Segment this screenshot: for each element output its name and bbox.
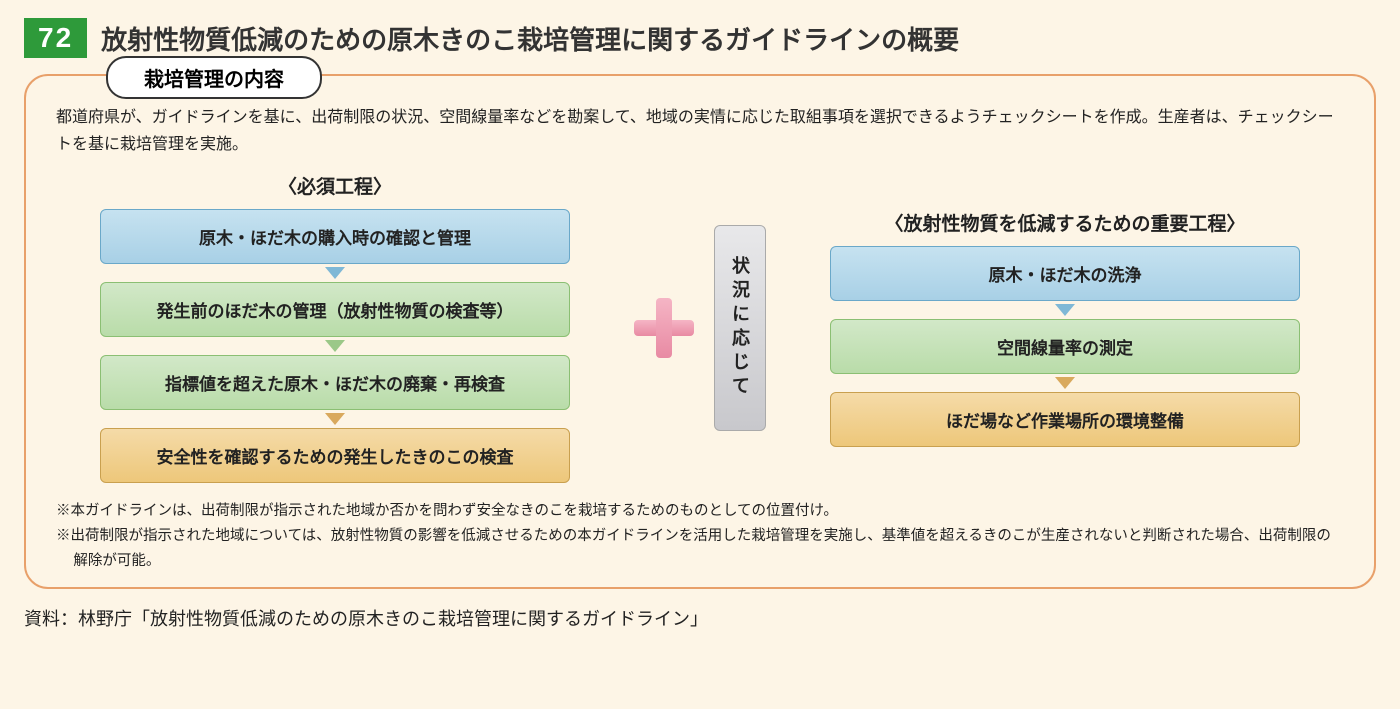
arrow-icon	[325, 413, 345, 425]
right-column: 〈放射性物質を低減するための重要工程〉 原木・ほだ木の洗浄 空間線量率の測定 ほ…	[786, 209, 1344, 447]
right-box-1: 原木・ほだ木の洗浄	[830, 246, 1300, 301]
right-box-3: ほだ場など作業場所の環境整備	[830, 392, 1300, 447]
arrow-icon	[325, 267, 345, 279]
page-title: 放射性物質低減のための原木きのこ栽培管理に関するガイドラインの概要	[101, 20, 959, 57]
number-badge: 72	[24, 18, 87, 58]
note-line: ※本ガイドラインは、出荷制限が指示された地域か否かを問わず安全なきのこを栽培する…	[56, 499, 1344, 524]
arrow-icon	[325, 340, 345, 352]
right-title: 〈放射性物質を低減するための重要工程〉	[884, 209, 1245, 236]
situation-label: 状況に応じて	[714, 225, 766, 431]
left-box-3: 指標値を超えた原木・ほだ木の廃棄・再検査	[100, 355, 570, 410]
left-title: 〈必須工程〉	[278, 172, 392, 199]
right-box-2: 空間線量率の測定	[830, 319, 1300, 374]
notes: ※本ガイドラインは、出荷制限が指示された地域か否かを問わず安全なきのこを栽培する…	[56, 499, 1344, 573]
arrow-icon	[1055, 304, 1075, 316]
header: 72 放射性物質低減のための原木きのこ栽培管理に関するガイドラインの概要	[24, 18, 1376, 58]
source-text: 資料：林野庁「放射性物質低減のための原木きのこ栽培管理に関するガイドライン」	[24, 605, 1376, 631]
intro-text: 都道府県が、ガイドラインを基に、出荷制限の状況、空間線量率などを勘案して、地域の…	[56, 104, 1344, 158]
columns: 〈必須工程〉 原木・ほだ木の購入時の確認と管理 発生前のほだ木の管理（放射性物質…	[56, 172, 1344, 483]
left-box-1: 原木・ほだ木の購入時の確認と管理	[100, 209, 570, 264]
left-box-2: 発生前のほだ木の管理（放射性物質の検査等）	[100, 282, 570, 337]
arrow-icon	[1055, 377, 1075, 389]
main-panel: 栽培管理の内容 都道府県が、ガイドラインを基に、出荷制限の状況、空間線量率などを…	[24, 74, 1376, 589]
note-line: ※出荷制限が指示された地域については、放射性物質の影響を低減させるための本ガイド…	[56, 524, 1344, 573]
plus-icon	[634, 298, 694, 358]
left-box-4: 安全性を確認するための発生したきのこの検査	[100, 428, 570, 483]
left-column: 〈必須工程〉 原木・ほだ木の購入時の確認と管理 発生前のほだ木の管理（放射性物質…	[56, 172, 614, 483]
panel-tab: 栽培管理の内容	[106, 56, 322, 99]
